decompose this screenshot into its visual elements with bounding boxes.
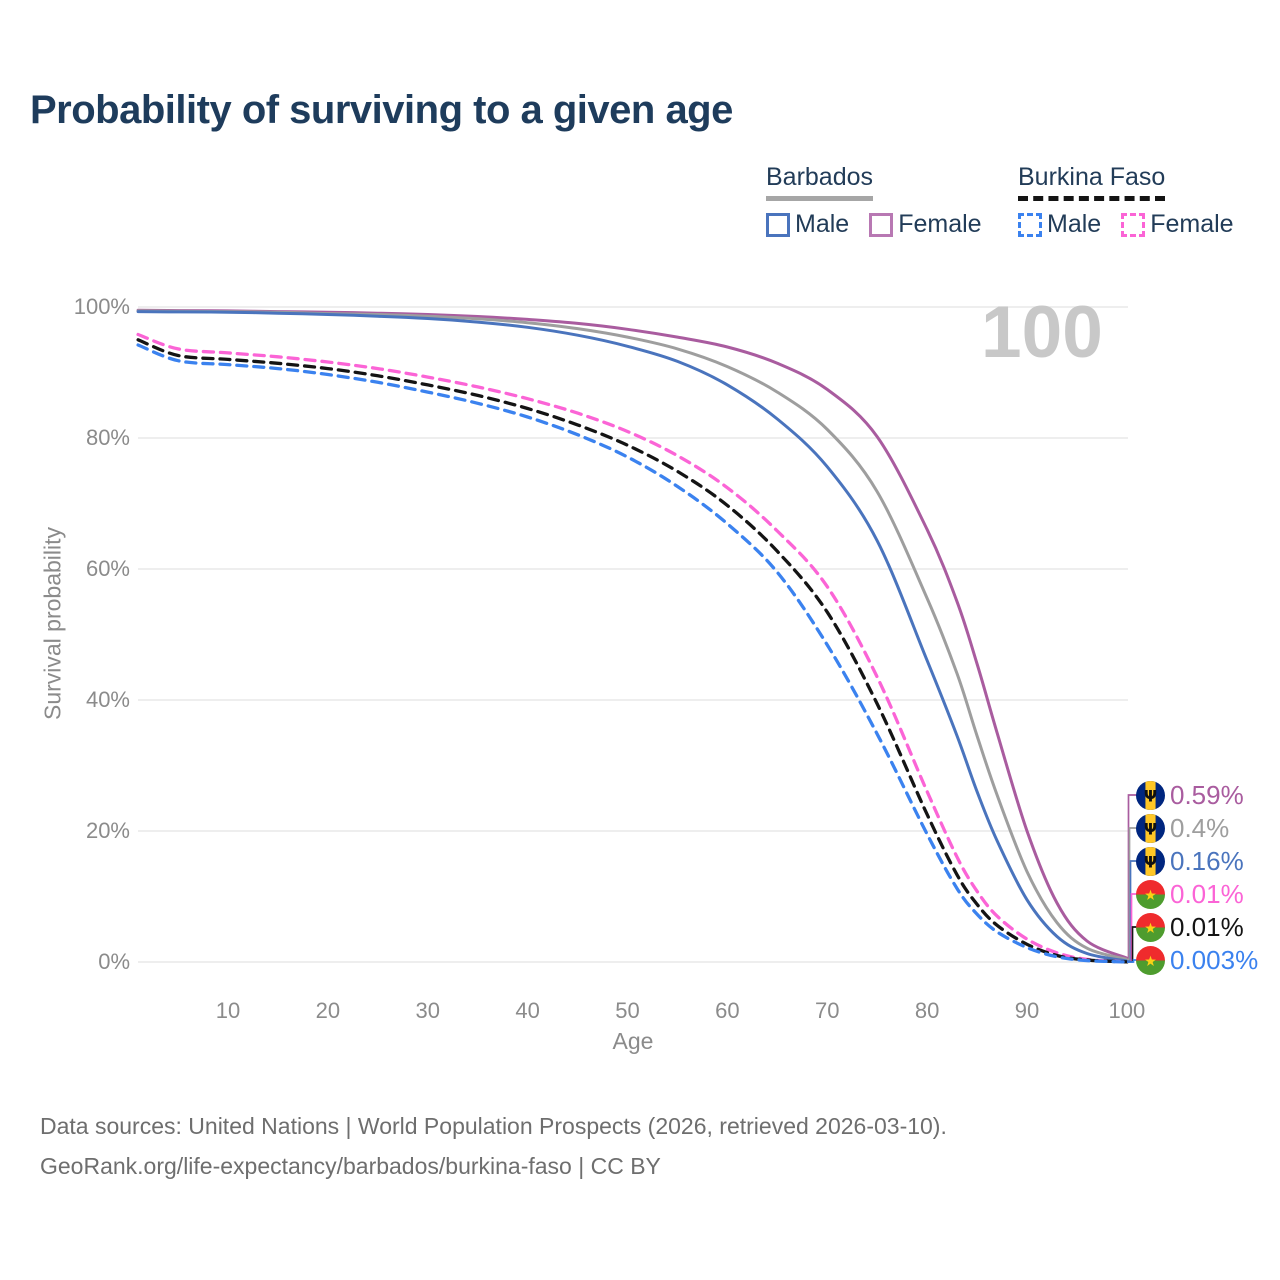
x-tick-20: 20	[315, 998, 341, 1023]
burkina-male-swatch-icon	[1018, 212, 1042, 237]
legend-item-burkina-male[interactable]: Male	[1018, 210, 1101, 239]
end-label-value: 0.4%	[1170, 812, 1230, 843]
end-label-value: 0.01%	[1170, 878, 1244, 909]
legend-group-barbados: Barbados Male Female	[766, 163, 1002, 239]
x-tick-90: 90	[1014, 998, 1040, 1023]
legend-country-barbados[interactable]: Barbados	[766, 163, 874, 201]
legend-item-barbados-male[interactable]: Male	[766, 210, 849, 239]
leader-lines	[1127, 794, 1137, 963]
x-tick-50: 50	[615, 998, 640, 1023]
x-tick-60: 60	[715, 998, 740, 1023]
legend-label-barbados-male: Male	[795, 210, 850, 238]
y-tick-20: 20%	[85, 818, 130, 843]
x-tick-70: 70	[815, 998, 840, 1023]
end-label-value: 0.01%	[1170, 911, 1244, 942]
y-axis-title: Survival probability	[39, 526, 66, 721]
legend-label-burkina-male: Male	[1047, 210, 1102, 238]
chart-title: Probability of surviving to a given age	[30, 88, 733, 132]
svg-text:Ψ: Ψ	[1144, 820, 1157, 838]
burkina-faso-flag-icon	[1136, 879, 1165, 909]
y-tick-40: 40%	[85, 687, 130, 712]
legend-item-burkina-female[interactable]: Female	[1121, 210, 1234, 239]
footer: Data sources: United Nations | World Pop…	[40, 1106, 947, 1186]
burkina-faso-flag-icon	[1136, 945, 1165, 975]
legend-items-barbados: Male Female	[766, 210, 1002, 239]
footer-attribution: GeoRank.org/life-expectancy/barbados/bur…	[40, 1153, 661, 1179]
legend-label-burkina-female: Female	[1150, 210, 1234, 238]
end-label-row-burkina-faso-female: 0.01%	[1136, 878, 1244, 910]
y-tick-0: 0%	[98, 949, 130, 974]
burkina-faso-flag-icon	[1136, 912, 1165, 942]
leader-line-0	[1127, 794, 1137, 959]
series-line-burkina-faso-male[interactable]	[136, 343, 1129, 964]
x-tick-10: 10	[215, 998, 241, 1023]
barbados-flag-icon: Ψ	[1136, 813, 1165, 843]
svg-text:Ψ: Ψ	[1144, 853, 1157, 871]
barbados-male-swatch-icon	[766, 212, 790, 237]
series-line-barbados-male[interactable]	[136, 310, 1129, 963]
svg-text:Ψ: Ψ	[1144, 787, 1157, 805]
series-line-barbados[interactable]	[136, 309, 1129, 961]
leader-line-2	[1127, 860, 1137, 962]
gridlines	[138, 306, 1128, 963]
series-line-burkina-faso-female[interactable]	[136, 332, 1129, 964]
legend-items-burkina-faso: Male Female	[1018, 210, 1254, 239]
legend-group-burkina-faso: Burkina Faso Male Female	[1018, 163, 1254, 239]
x-tick-40: 40	[515, 998, 540, 1023]
hover-age-watermark: 100	[981, 292, 1103, 373]
barbados-female-swatch-icon	[869, 212, 894, 237]
legend-country-burkina-faso[interactable]: Burkina Faso	[1018, 163, 1166, 201]
leader-line-1	[1127, 827, 1137, 961]
legend-item-barbados-female[interactable]: Female	[869, 210, 982, 239]
end-label-row-burkina-faso: 0.01%	[1136, 911, 1244, 943]
footer-data-sources: Data sources: United Nations | World Pop…	[40, 1113, 947, 1139]
end-label-row-barbados-male: Ψ 0.16%	[1136, 845, 1244, 877]
end-label-value: 0.59%	[1170, 779, 1244, 810]
x-tick-100: 100	[1108, 998, 1146, 1023]
x-axis-title: Age	[612, 1028, 654, 1054]
barbados-flag-icon: Ψ	[1136, 780, 1165, 810]
end-label-row-barbados-female: Ψ 0.59%	[1136, 779, 1244, 811]
burkina-female-swatch-icon	[1121, 212, 1146, 237]
legend-label-barbados-female: Female	[898, 210, 982, 238]
series-line-burkina-faso[interactable]	[136, 338, 1129, 964]
y-tick-60: 60%	[85, 556, 130, 581]
end-label-row-barbados: Ψ 0.4%	[1136, 812, 1229, 844]
x-tick-80: 80	[914, 998, 940, 1023]
x-tick-30: 30	[415, 998, 440, 1023]
barbados-flag-icon: Ψ	[1136, 846, 1165, 876]
series-line-barbados-female[interactable]	[136, 308, 1129, 960]
leader-line-5	[1127, 959, 1137, 963]
y-tick-100: 100%	[73, 294, 130, 319]
y-tick-80: 80%	[85, 425, 130, 450]
end-label-value: 0.16%	[1170, 845, 1244, 876]
end-label-row-burkina-faso-male: 0.003%	[1136, 944, 1258, 976]
end-label-value: 0.003%	[1170, 944, 1259, 975]
